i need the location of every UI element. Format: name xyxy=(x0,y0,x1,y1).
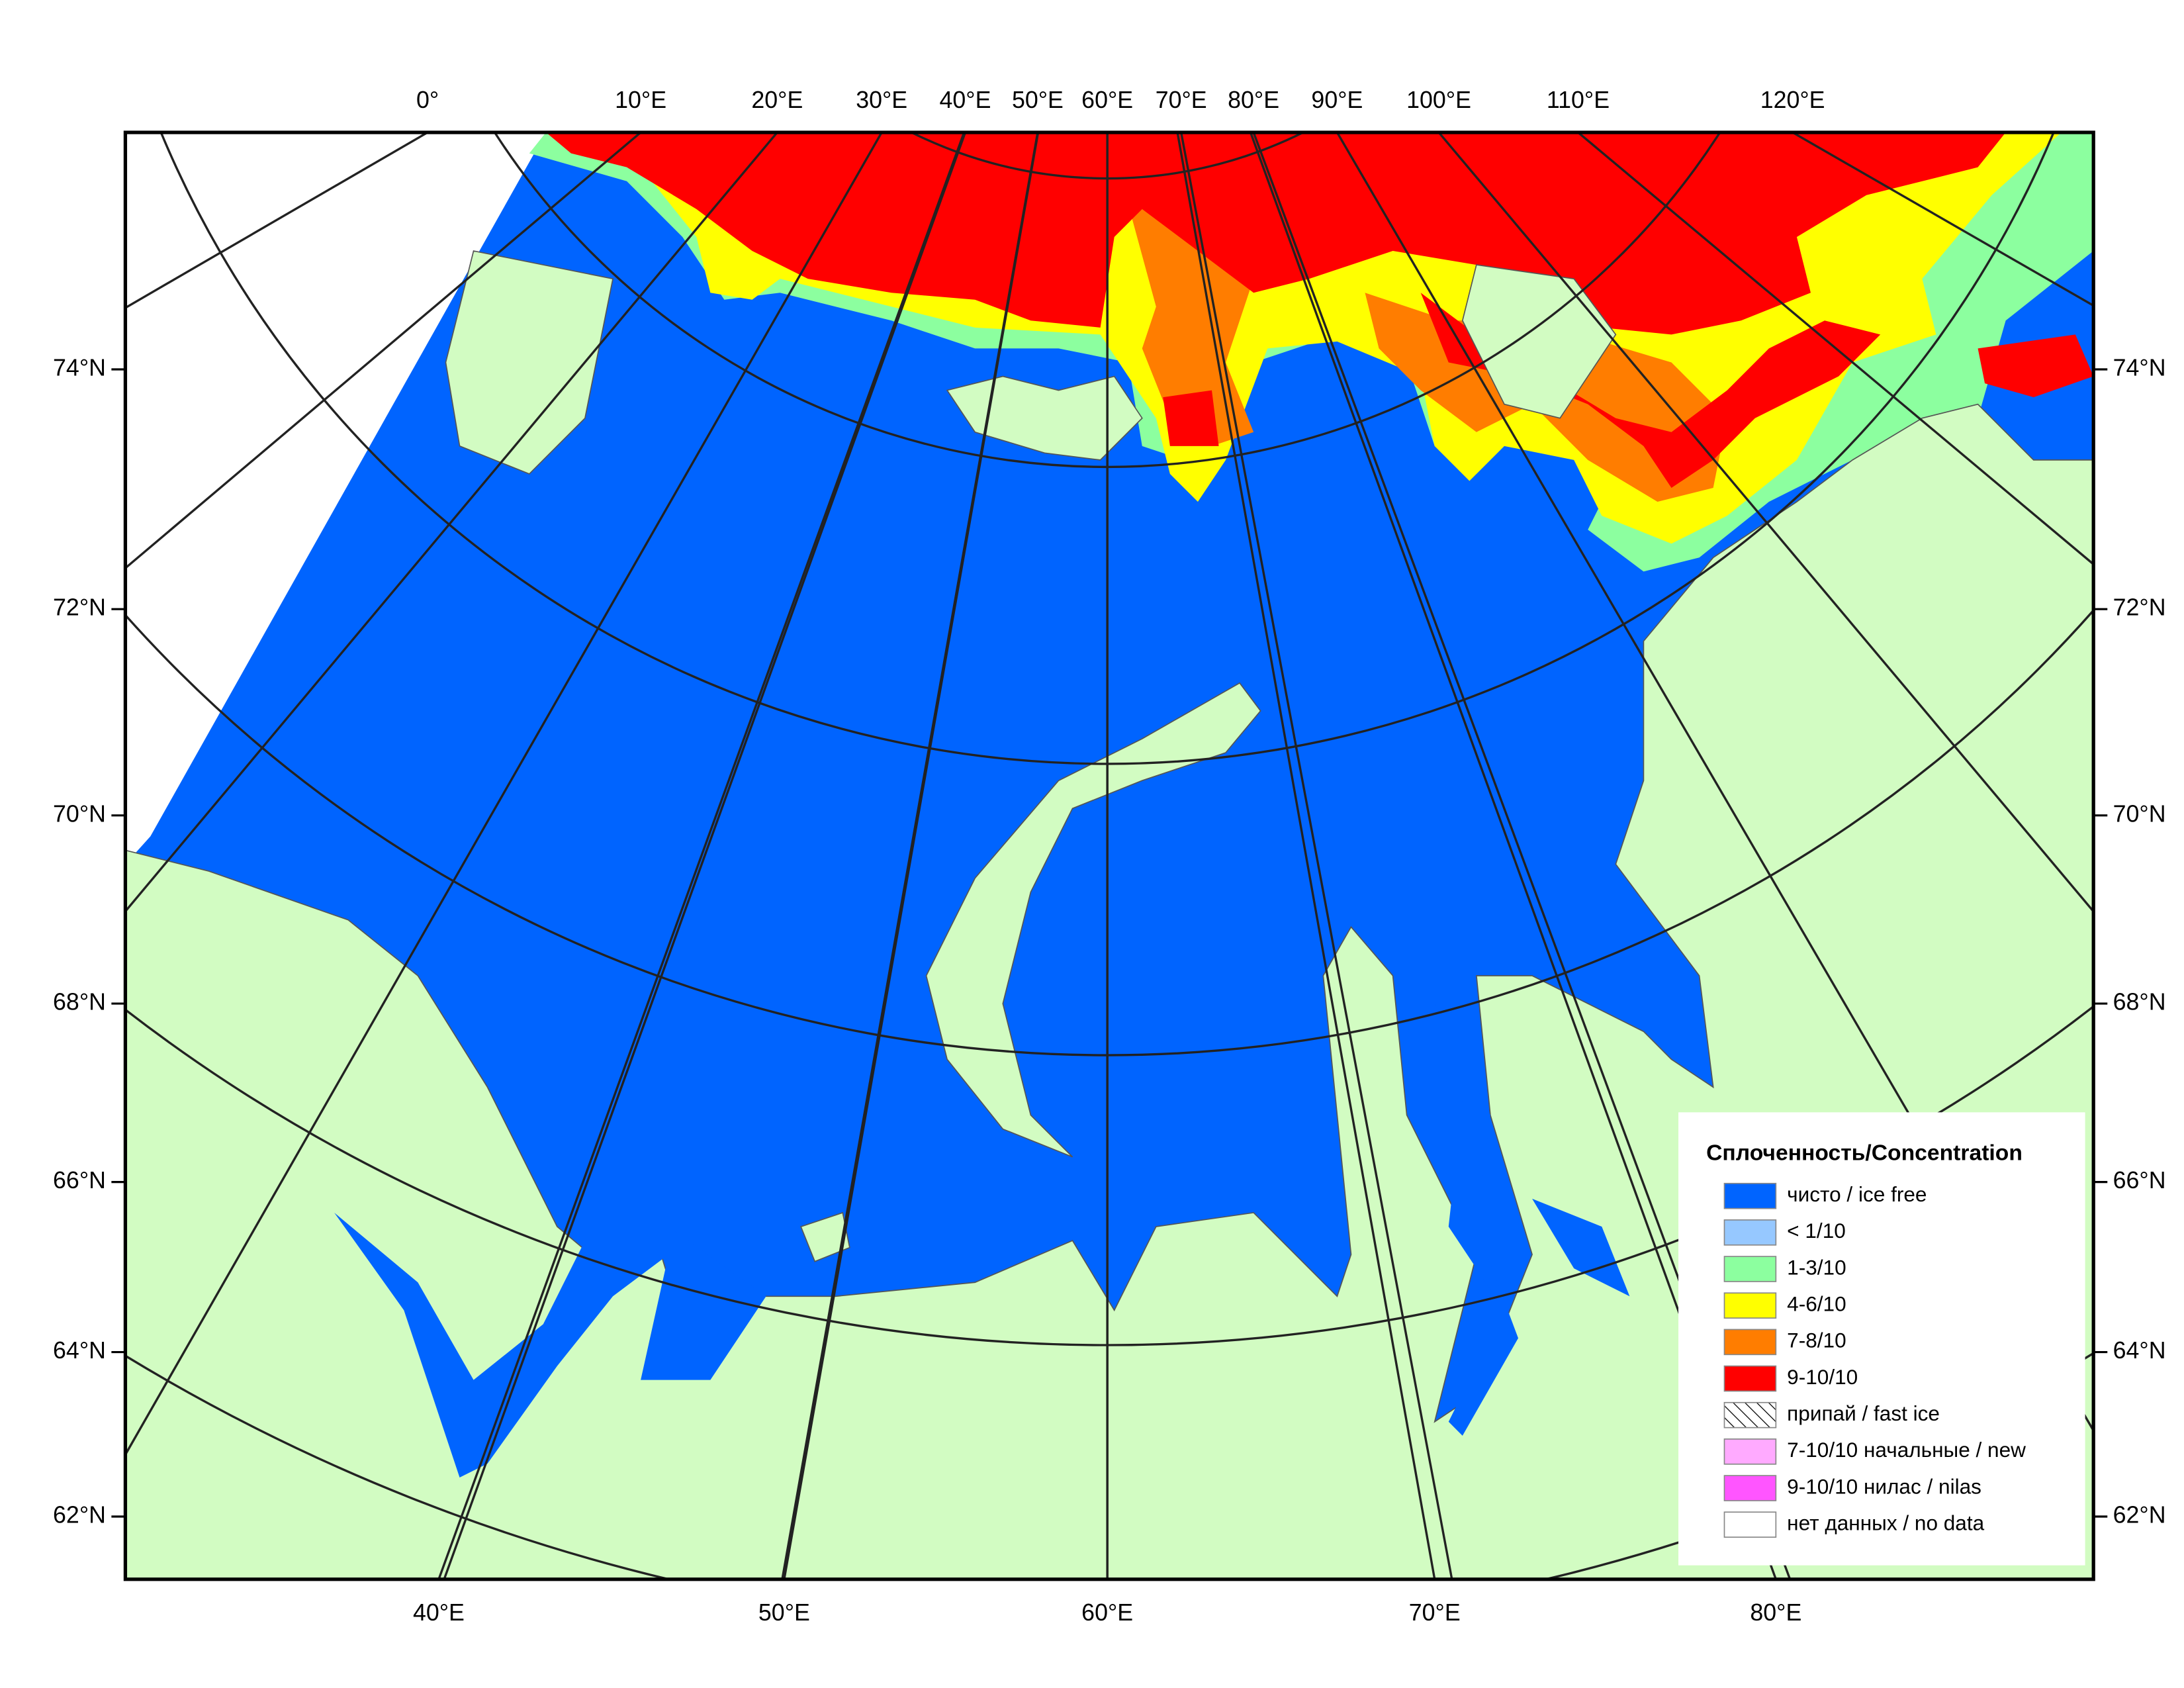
no-data-area xyxy=(125,132,546,865)
longitude-label: 50°E xyxy=(1012,87,1064,113)
meridian xyxy=(1437,132,2094,914)
latitude-label: 62°N xyxy=(53,1501,106,1528)
svalbard xyxy=(445,250,614,475)
legend-swatch xyxy=(1723,1438,1777,1465)
latitude-label: 72°N xyxy=(2113,594,2166,621)
latitude-label: 74°N xyxy=(2113,354,2166,381)
legend-label: чисто / ice free xyxy=(1787,1182,1927,1206)
ice-9-10 xyxy=(1163,390,1219,446)
legend-label: 7-8/10 xyxy=(1787,1329,1846,1352)
meridian xyxy=(437,132,966,1579)
meridian xyxy=(125,132,779,914)
latitude-label: 70°N xyxy=(53,800,106,827)
gulf xyxy=(1532,1198,1630,1297)
legend-swatch xyxy=(1723,1401,1777,1429)
legend-label: нет данных / no data xyxy=(1787,1511,1984,1535)
legend-swatch xyxy=(1723,1256,1777,1282)
latitude-label: 62°N xyxy=(2113,1501,2166,1528)
longitude-label: 80°E xyxy=(1228,87,1279,113)
ice-9-10 xyxy=(1978,334,2094,398)
legend-swatch xyxy=(1723,1475,1777,1501)
legend-label: 7-10/10 начальные / new xyxy=(1787,1438,2026,1462)
longitude-label: 30°E xyxy=(856,87,907,113)
meridian xyxy=(125,132,884,1457)
map-frame xyxy=(123,130,2095,1581)
meridian xyxy=(443,132,967,1579)
longitude-label: 70°E xyxy=(1409,1599,1461,1626)
longitude-label: 80°E xyxy=(1750,1599,1801,1626)
legend-swatch xyxy=(1723,1329,1777,1356)
longitude-label: 0° xyxy=(416,87,439,113)
ice-7-8 xyxy=(1114,153,1254,446)
latitude-label: 68°N xyxy=(53,989,106,1015)
latitude-label: 72°N xyxy=(53,594,106,621)
longitude-label: 90°E xyxy=(1311,87,1363,113)
legend-swatch xyxy=(1723,1511,1777,1538)
longitude-label: 40°E xyxy=(413,1599,465,1626)
novaya-zemlya xyxy=(925,682,1261,1158)
latitude-label: 66°N xyxy=(53,1167,106,1194)
white-sea xyxy=(334,1212,766,1478)
latitude-label: 68°N xyxy=(2113,989,2166,1015)
longitude-label: 10°E xyxy=(615,87,666,113)
legend-label: 4-6/10 xyxy=(1787,1292,1846,1316)
latitude-label: 64°N xyxy=(53,1337,106,1364)
longitude-label: 60°E xyxy=(1081,1599,1133,1626)
franz-josef-land xyxy=(946,375,1143,461)
latitude-label: 64°N xyxy=(2113,1337,2166,1364)
kolguev xyxy=(800,1211,850,1262)
longitude-label: 20°E xyxy=(751,87,803,113)
legend-swatch xyxy=(1723,1365,1777,1392)
legend-label: 9-10/10 нилас / nilas xyxy=(1787,1474,1981,1498)
longitude-label: 120°E xyxy=(1760,87,1825,113)
legend-title: Сплоченность/Concentration xyxy=(1706,1141,2023,1165)
latitude-label: 70°N xyxy=(2113,800,2166,827)
meridian xyxy=(783,132,1040,1579)
legend-label: припай / fast ice xyxy=(1787,1401,1940,1425)
legend-label: 1-3/10 xyxy=(1787,1255,1846,1279)
longitude-label: 40°E xyxy=(940,87,991,113)
longitude-label: 100°E xyxy=(1406,87,1471,113)
longitude-label: 60°E xyxy=(1081,87,1133,113)
longitude-label: 70°E xyxy=(1156,87,1207,113)
legend-label: < 1/10 xyxy=(1787,1219,1846,1243)
severnaya-zemlya xyxy=(1461,264,1617,419)
latitude-label: 74°N xyxy=(53,354,106,381)
ice-9-10 xyxy=(1420,293,1881,488)
longitude-label: 50°E xyxy=(758,1599,810,1626)
meridian xyxy=(1179,132,1453,1579)
legend-label: 9-10/10 xyxy=(1787,1365,1858,1389)
legend-swatch xyxy=(1723,1182,1777,1209)
legend-swatch xyxy=(1723,1219,1777,1246)
meridian xyxy=(1176,132,1436,1579)
legend-swatch xyxy=(1723,1292,1777,1319)
latitude-label: 66°N xyxy=(2113,1167,2166,1194)
gulf-of-ob xyxy=(1406,1004,1519,1436)
longitude-label: 110°E xyxy=(1547,87,1610,113)
